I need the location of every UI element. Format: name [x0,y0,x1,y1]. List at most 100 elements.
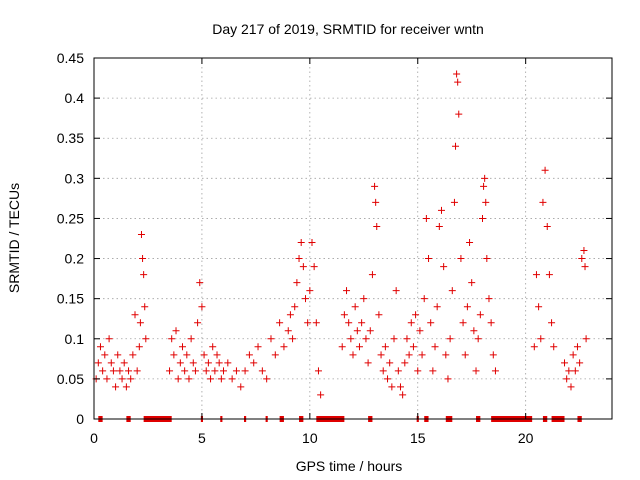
data-point [139,255,147,263]
data-point [485,295,493,303]
data-point [293,279,301,287]
data-point [220,367,227,375]
data-point [122,383,130,391]
data-point [457,255,465,263]
data-point [394,367,402,375]
data-point [452,142,460,150]
data-point [373,222,381,230]
data-point [107,359,115,367]
data-point [224,359,232,367]
data-point [96,343,104,351]
data-point [461,351,469,359]
data-point [207,375,215,383]
data-point [362,335,370,343]
data-point [372,198,380,206]
data-point [127,375,135,383]
data-points [92,70,590,399]
data-point [472,367,480,375]
data-point [136,319,144,327]
data-point [166,367,174,375]
data-point [302,295,310,303]
data-point [427,319,435,327]
data-point [250,359,258,367]
data-point [431,343,439,351]
data-point [351,303,359,311]
x-tick-label: 15 [410,430,426,446]
y-tick-label: 0.25 [57,210,84,226]
data-point [142,335,150,343]
data-point [291,303,299,311]
data-point [308,239,316,247]
data-point [569,351,577,359]
y-tick-label: 0.45 [57,50,84,66]
data-point [258,367,266,375]
data-point [442,351,450,359]
data-point [343,287,351,295]
x-tick-label: 10 [302,430,318,446]
data-point [187,335,195,343]
data-point [537,335,545,343]
data-point [418,351,426,359]
data-point [280,343,288,351]
data-point [189,359,197,367]
data-point [459,319,467,327]
data-point [170,351,178,359]
data-point [422,214,430,222]
data-point [416,327,424,335]
data-point [263,375,271,383]
data-point [289,335,297,343]
data-point [482,198,490,206]
data-point [340,311,348,319]
data-point [191,367,199,375]
data-point [578,255,586,263]
data-point [183,351,191,359]
data-point [209,343,217,351]
data-point [420,295,428,303]
data-point [412,311,420,319]
data-point [448,287,456,295]
data-point [304,319,312,327]
data-point [181,367,189,375]
grid [94,58,612,419]
data-point [355,343,363,351]
data-point [390,335,398,343]
axis-ticks: 0 0.05 0.1 0.15 0.2 0.25 0.3 0.35 0.4 0.45 0 5 10 15 2… [57,50,612,446]
data-point [172,327,180,335]
data-point [267,335,275,343]
data-point [276,319,284,327]
chart-title: Day 217 of 2019, SRMTID for receiver wnt… [212,21,484,37]
data-point [386,359,394,367]
data-point [392,287,400,295]
data-point [543,222,551,230]
data-point [573,343,581,351]
data-point [550,343,558,351]
data-point [530,343,538,351]
y-tick-label: 0.1 [65,331,85,347]
data-point [368,271,376,279]
data-point [565,367,573,375]
data-point [454,78,462,86]
data-point [487,319,495,327]
data-point [541,166,549,174]
data-point [176,359,184,367]
data-point [489,351,497,359]
data-point [133,367,141,375]
data-point [444,375,452,383]
data-point [377,351,385,359]
data-point [483,255,491,263]
data-point [366,327,374,335]
data-point [295,255,303,263]
data-point [470,327,478,335]
data-point [563,375,571,383]
y-tick-label: 0.2 [65,251,85,267]
data-point [116,367,124,375]
y-tick-label: 0.15 [57,291,84,307]
data-point [345,319,353,327]
data-point [135,343,143,351]
data-point [384,375,392,383]
data-point [211,367,219,375]
y-axis-label: SRMTID / TECUs [6,183,22,293]
data-point [429,367,437,375]
data-point [194,319,202,327]
